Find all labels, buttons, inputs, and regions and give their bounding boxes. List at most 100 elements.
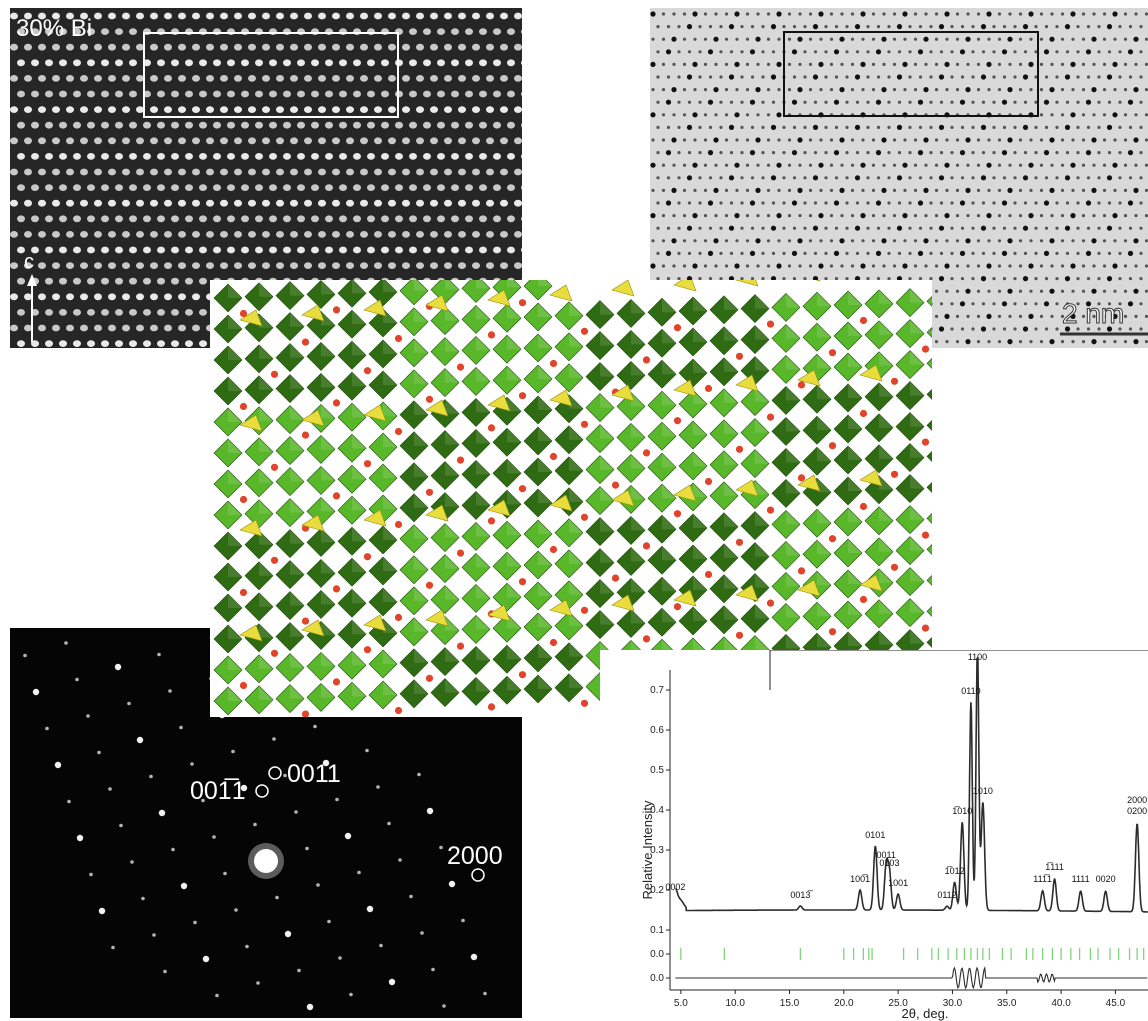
contrast-dot [761,277,765,281]
octahedron [275,591,305,621]
contrast-dot [812,175,819,181]
contrast-dot [686,74,693,80]
contrast-dot [960,75,965,79]
atom-column [192,199,200,207]
contrast-dot [798,12,802,16]
atom-column [514,262,522,269]
octahedron [554,301,584,331]
contrast-dot [770,225,777,231]
contrast-dot [960,277,965,281]
contrast-dot [924,214,928,218]
octahedron [275,436,305,466]
contrast-dot [1144,314,1148,318]
atom-column [31,153,39,160]
contrast-dot [756,264,760,268]
atom-column [437,153,445,160]
octahedron [616,329,646,359]
contrast-dot [1123,239,1128,243]
atom-column [38,168,46,176]
atom-column [360,43,368,51]
contrast-dot [749,150,756,156]
contrast-dot [1060,62,1065,66]
diffraction-spot [76,834,84,842]
contrast-dot [770,74,777,80]
atom-column [45,246,53,254]
atom-column [45,340,53,347]
contrast-dot [876,125,881,129]
atom-column [129,90,137,98]
contrast-dot [734,112,740,118]
contrast-dot [986,213,992,219]
atom-column [388,106,396,113]
contrast-dot [866,25,870,29]
cation-sphere [642,449,651,457]
contrast-dot [892,163,897,167]
contrast-dot [934,62,939,66]
contrast-dot [782,176,786,180]
atom-column [311,153,319,160]
atom-column [227,215,235,223]
contrast-dot [1007,238,1013,244]
contrast-dot [1065,302,1070,306]
octahedron-facet [786,324,800,339]
c-axis-arrowhead [27,274,37,286]
contrast-dot [1144,113,1148,117]
octahedron-facet [321,528,335,543]
contrast-dot [1070,162,1076,168]
atom-column [409,90,417,98]
diffraction-spot [157,652,161,657]
octahedron-facet [383,464,397,478]
contrast-dot [997,163,1002,167]
atom-column [262,12,270,20]
contrast-dot [698,201,702,205]
atom-column [374,262,382,269]
contrast-dot [819,138,823,142]
contrast-dot [840,264,844,268]
atom-column [150,168,158,176]
contrast-dot [1039,113,1044,117]
contrast-dot [665,250,672,256]
contrast-dot [903,188,907,192]
atom-column [290,137,298,145]
octahedron [337,340,367,370]
octahedron-facet [228,656,242,670]
octahedron-facet [910,567,924,582]
contrast-dot [833,200,840,206]
cation-sphere [549,452,558,461]
octahedron [275,529,305,559]
contrast-dot [955,62,960,66]
atom-column [45,184,53,192]
octahedron-facet [879,351,893,366]
tetrahedron [425,504,449,522]
atom-column [360,199,368,207]
octahedron-facet [228,346,242,360]
octahedron [430,647,460,677]
cation-sphere [332,399,341,407]
octahedron [492,644,522,674]
octahedron [709,481,739,511]
contrast-dot [692,11,698,17]
contrast-dot [1091,187,1097,193]
atom-column [241,246,249,254]
contrast-dot [892,264,897,268]
contrast-dot [966,163,970,167]
octahedron-facet [569,611,583,626]
contrast-dot [803,75,807,79]
contrast-dot [854,24,861,30]
contrast-dot [1139,151,1143,155]
contrast-dot [813,201,818,205]
contrast-dot [938,175,945,181]
atom-column [318,262,326,269]
contrast-dot [682,264,687,268]
octahedron-facet [352,496,366,511]
contrast-dot [1092,314,1096,318]
contrast-dot [682,113,687,117]
contrast-dot [1028,313,1034,319]
contrast-dot [666,277,671,281]
octahedron-facet [755,480,769,495]
octahedron [585,455,615,485]
contrast-dot [1060,239,1065,243]
contrast-dot [1123,88,1128,92]
octahedron [926,481,932,493]
atom-column [318,12,326,20]
